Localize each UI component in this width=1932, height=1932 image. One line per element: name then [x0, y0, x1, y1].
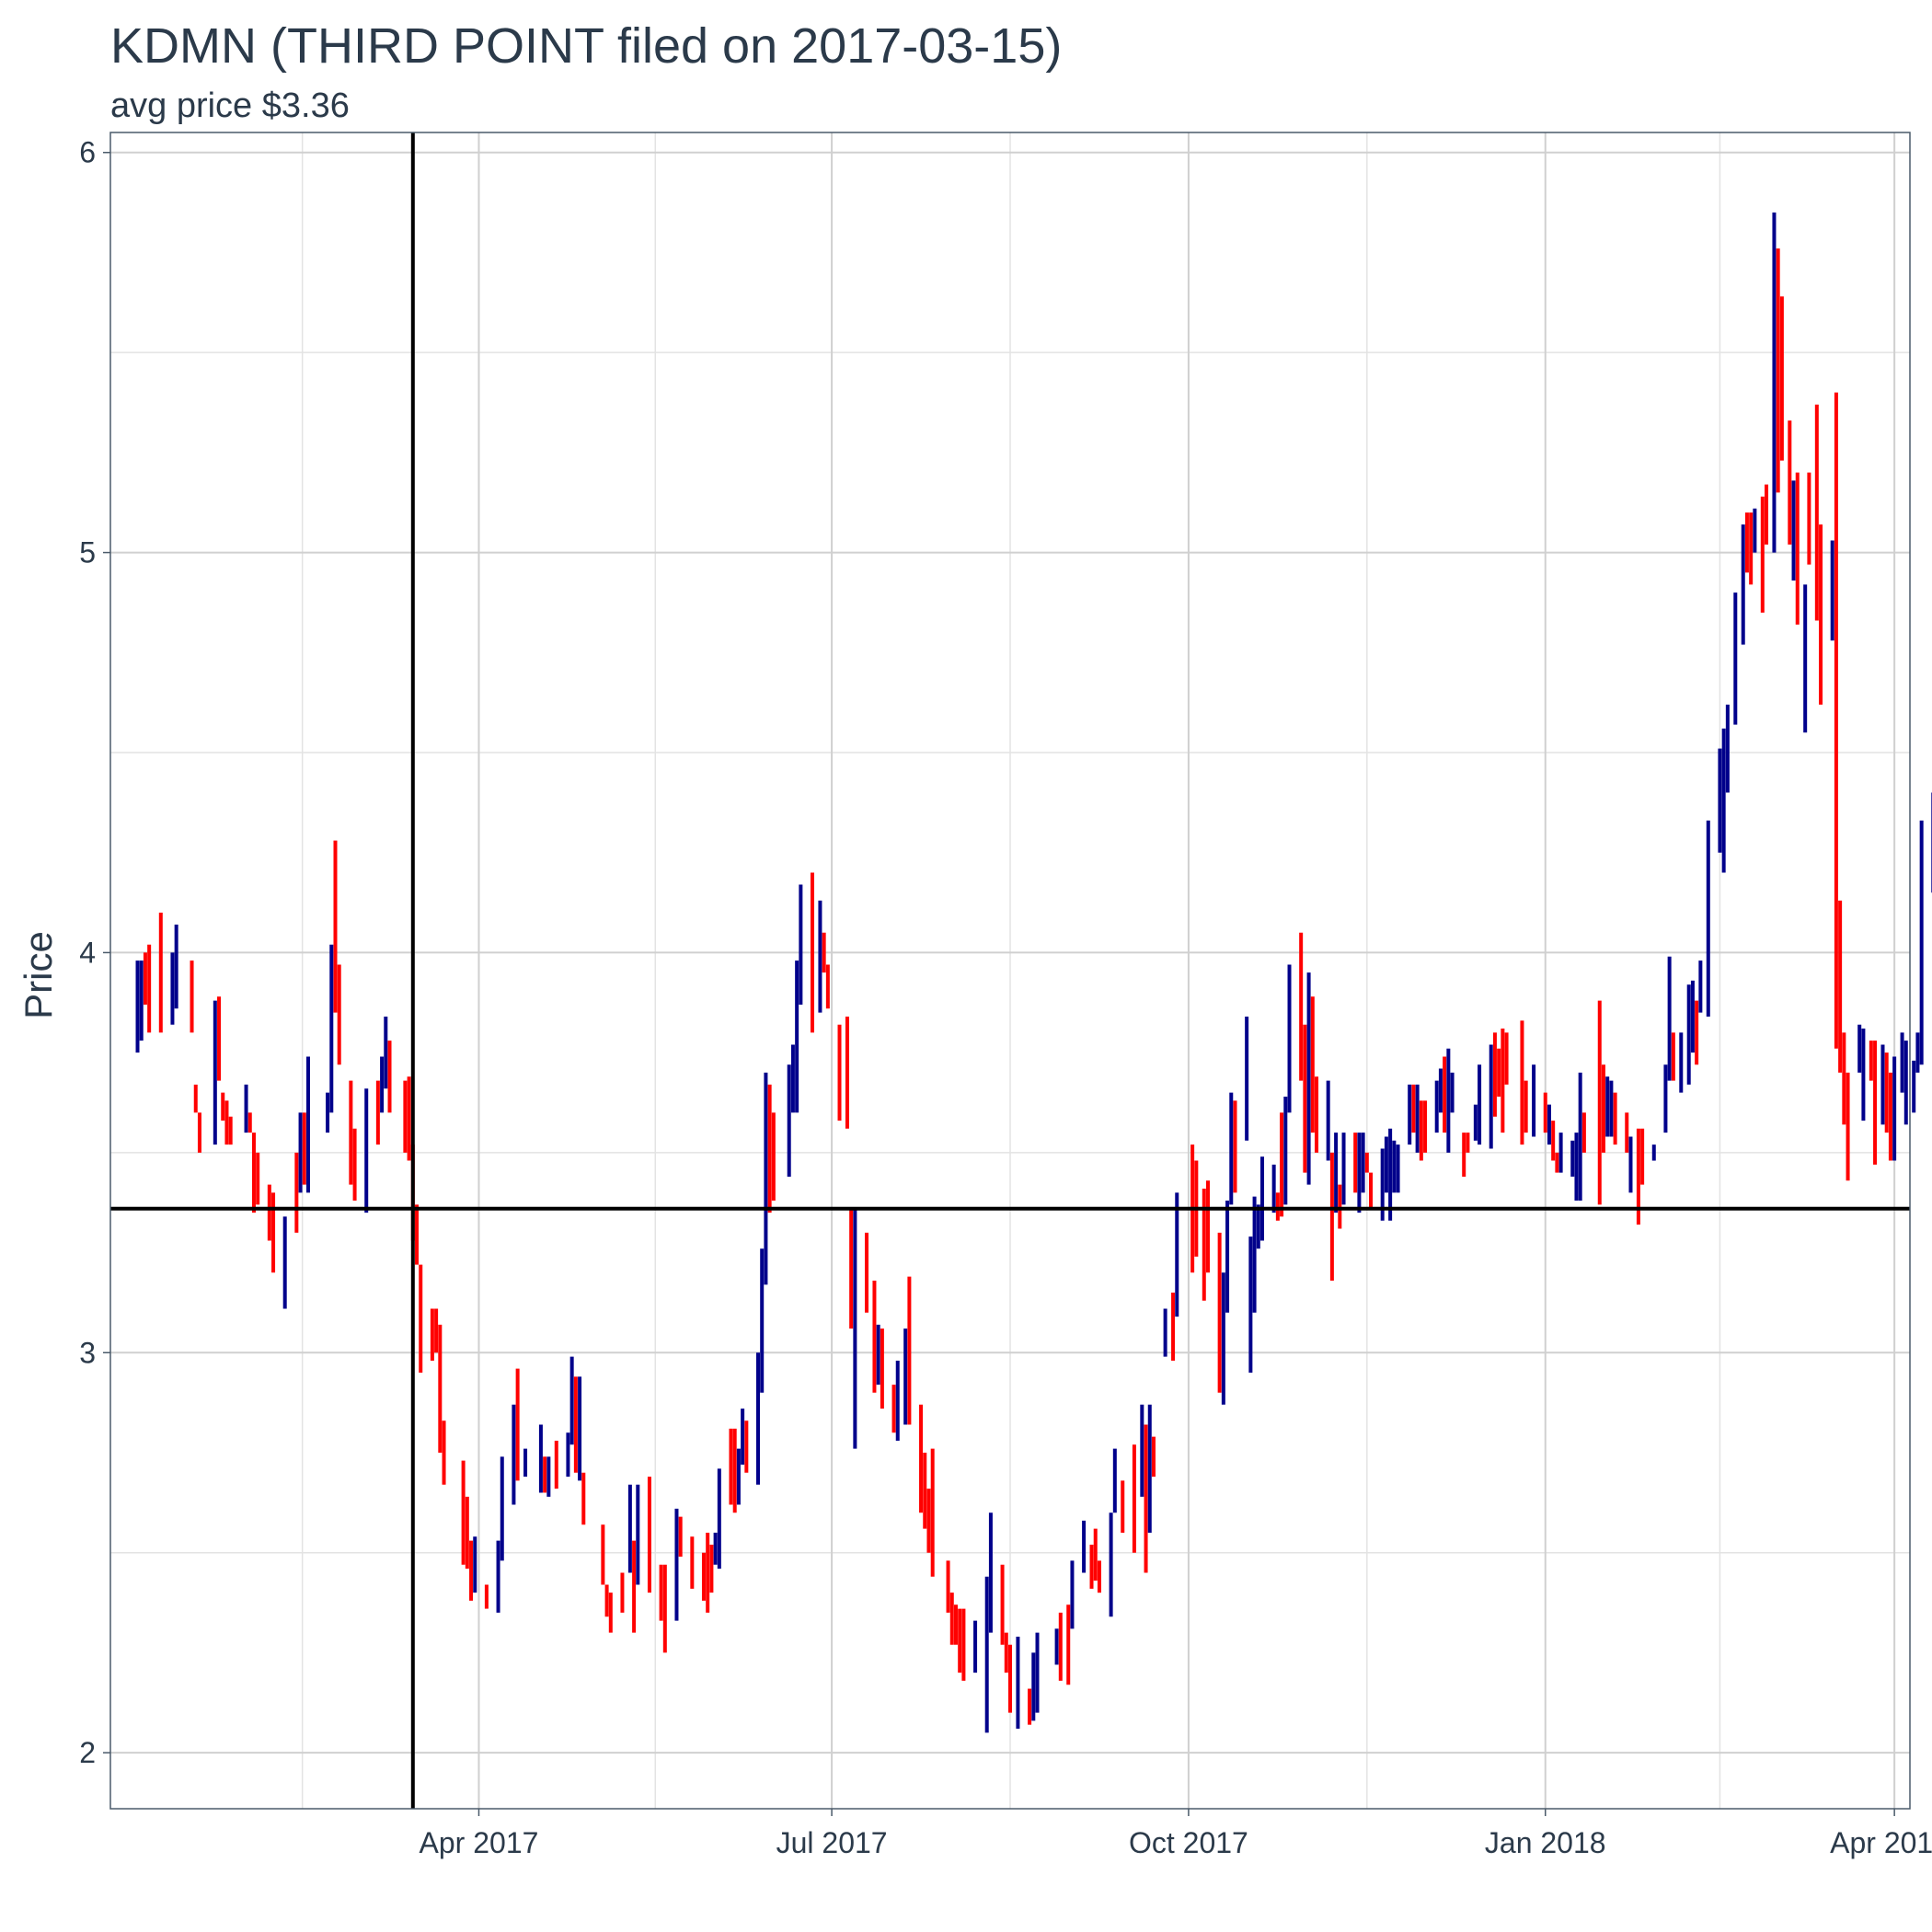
y-tick-label: 4: [79, 936, 96, 969]
chart-subtitle: avg price $3.36: [110, 86, 350, 125]
y-tick-label: 2: [79, 1736, 96, 1769]
x-tick-label: Oct 2017: [1129, 1826, 1248, 1859]
x-tick-label: Jan 2018: [1485, 1826, 1606, 1859]
x-tick-label: Apr 2018: [1830, 1826, 1932, 1859]
chart-title: KDMN (THIRD POINT filed on 2017-03-15): [110, 18, 1062, 74]
y-tick-label: 3: [79, 1336, 96, 1369]
y-axis-label: Price: [17, 931, 60, 1019]
y-tick-label: 5: [79, 536, 96, 569]
x-axis-ticks: Apr 2017 Jul 2017 Oct 2017 Jan 2018 Apr 2018: [420, 1809, 1932, 1859]
reference-lines: [110, 132, 1910, 1809]
price-bars: [135, 212, 1932, 1733]
x-tick-label: Apr 2017: [420, 1826, 539, 1859]
y-tick-label: 6: [79, 136, 96, 169]
y-axis-ticks: 2 3 4 5 6: [79, 136, 110, 1769]
x-tick-label: Jul 2017: [776, 1826, 888, 1859]
grid-lines: [110, 132, 1910, 1809]
plot-panel-border: [109, 132, 1911, 1810]
